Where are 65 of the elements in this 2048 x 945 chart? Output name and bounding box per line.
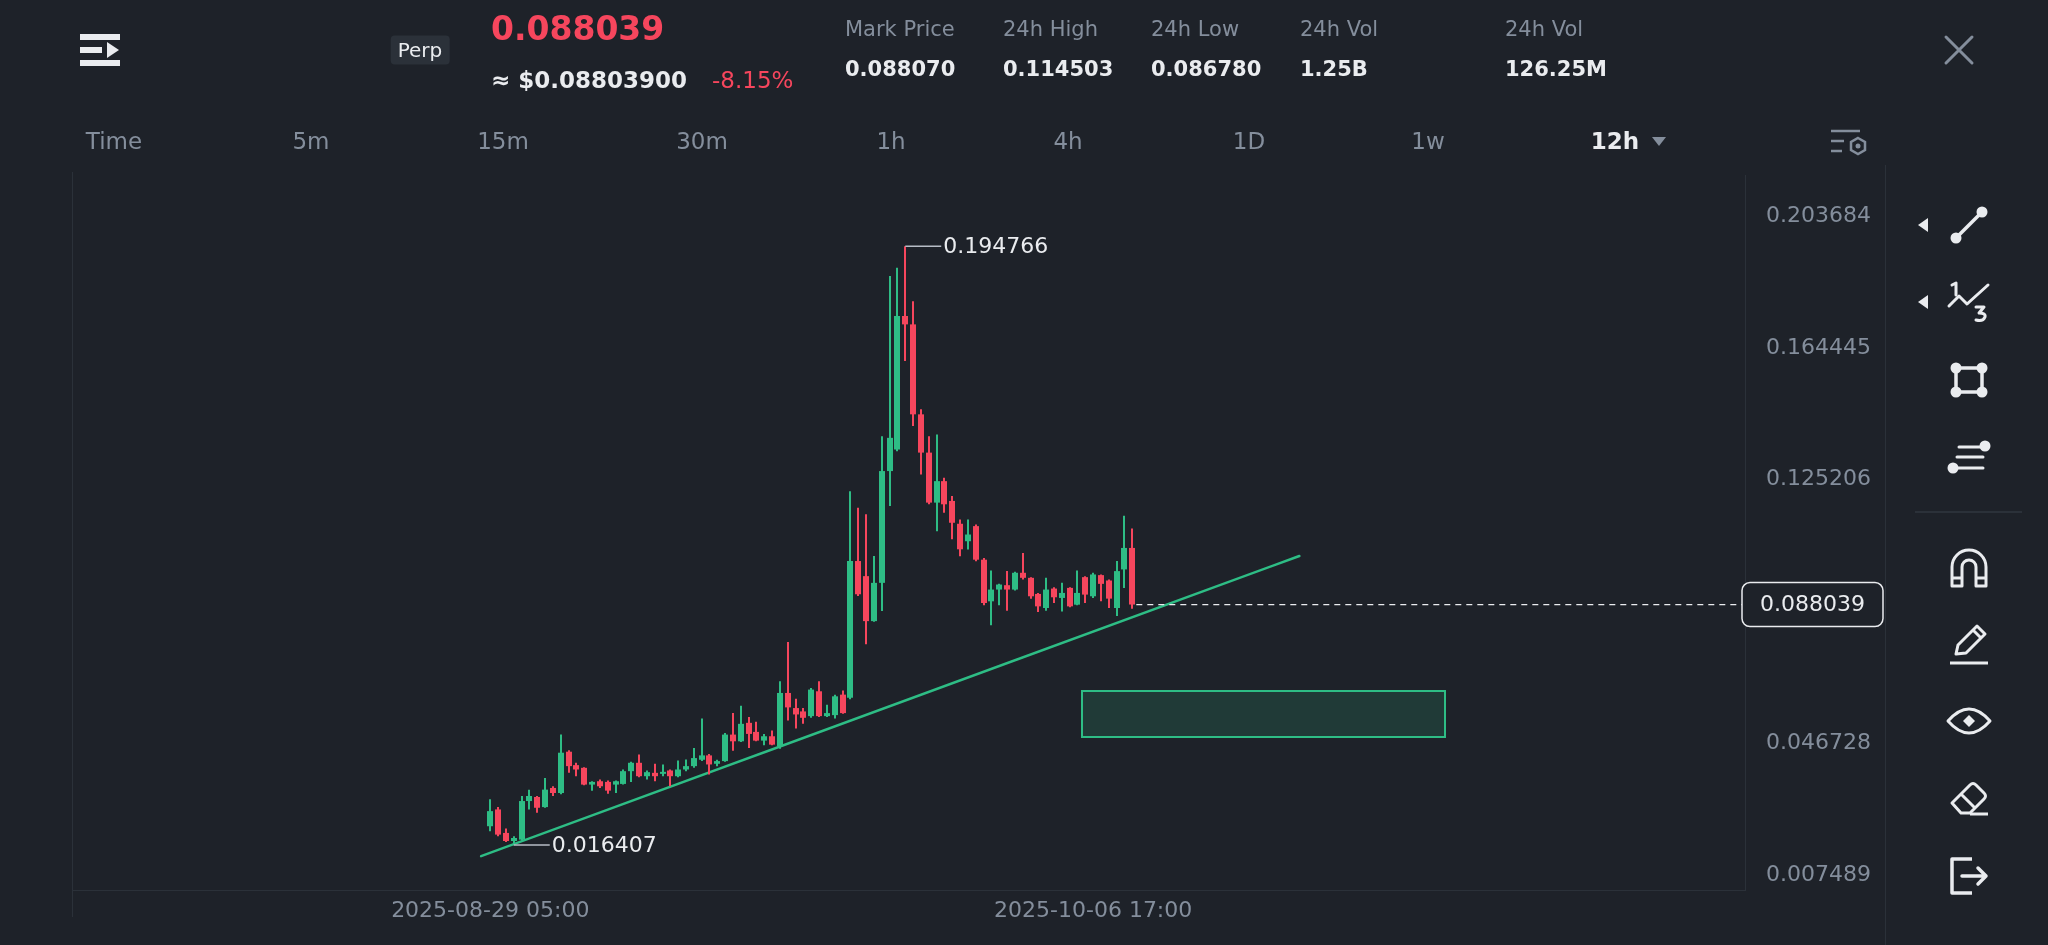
candlestick — [949, 494, 955, 541]
candlestick — [934, 433, 940, 533]
text: 0.114503 — [1003, 56, 1114, 82]
text: 12h — [1590, 127, 1640, 155]
text: 24h Vol — [1300, 16, 1379, 42]
y-tick-label: 0.203684 — [1766, 202, 1871, 228]
candlestick — [785, 640, 791, 722]
candlestick — [628, 760, 634, 783]
x-tick-label: 2025-08-29 05:00 — [391, 896, 590, 922]
text: Perp — [390, 35, 450, 65]
candlestick — [1020, 551, 1026, 581]
y-tick-label: 0.007489 — [1766, 860, 1871, 886]
candlestick — [996, 582, 1002, 607]
text: 15m — [477, 127, 529, 155]
text: 0.088070 — [845, 56, 956, 82]
candlestick — [902, 245, 908, 362]
candlestick — [840, 689, 846, 715]
candlestick — [542, 776, 548, 809]
text: 4h — [1053, 127, 1083, 155]
candlestick — [738, 704, 744, 743]
y-tick-label: 0.046728 — [1766, 728, 1871, 754]
text: Mark Price — [845, 16, 955, 42]
annotation: 0.194766 — [943, 233, 1049, 258]
candlestick — [1074, 569, 1080, 607]
candlestick — [941, 476, 947, 514]
candlestick — [691, 747, 697, 769]
text: 5m — [292, 127, 330, 155]
y-tick-label: 0.164445 — [1766, 333, 1871, 359]
candlestick — [526, 788, 532, 811]
text: Time — [85, 127, 143, 155]
text: 24h High — [1003, 16, 1098, 42]
text: 24h Vol — [1505, 16, 1584, 42]
text: 1D — [1232, 127, 1266, 155]
candlestick — [706, 753, 712, 776]
text: 1.25B — [1300, 56, 1368, 82]
candlestick — [699, 717, 705, 763]
candlestick — [1090, 571, 1096, 599]
candlestick — [965, 518, 971, 551]
candlestick — [730, 712, 736, 752]
text: 1w — [1411, 127, 1445, 155]
candlestick — [832, 693, 838, 720]
text: ≈ $0.08803900 — [491, 66, 688, 94]
candlestick — [1043, 576, 1049, 612]
text: 1h — [876, 127, 906, 155]
text: 0.086780 — [1151, 56, 1262, 82]
candlestick — [1121, 514, 1127, 589]
text: 126.25M — [1505, 56, 1607, 82]
candlestick — [1106, 578, 1112, 610]
y-tick-label: 0.125206 — [1766, 465, 1871, 491]
candlestick — [1004, 570, 1010, 612]
text: -8.15% — [712, 66, 794, 94]
candlestick — [1098, 573, 1104, 603]
text: 0.088039 — [491, 9, 665, 49]
candlestick — [1082, 575, 1088, 604]
text: 30m — [676, 127, 728, 155]
candlestick — [487, 798, 493, 833]
candlestick — [636, 753, 642, 779]
annotation: 0.016407 — [551, 831, 657, 857]
candlestick — [988, 569, 994, 627]
ref-line-label: 0.088039 — [1760, 591, 1865, 617]
text: 24h Low — [1151, 16, 1240, 42]
x-tick-label: 2025-10-06 17:00 — [994, 896, 1193, 922]
candlestick — [1012, 570, 1018, 592]
candlestick — [1067, 586, 1073, 609]
candlestick — [1059, 581, 1065, 613]
